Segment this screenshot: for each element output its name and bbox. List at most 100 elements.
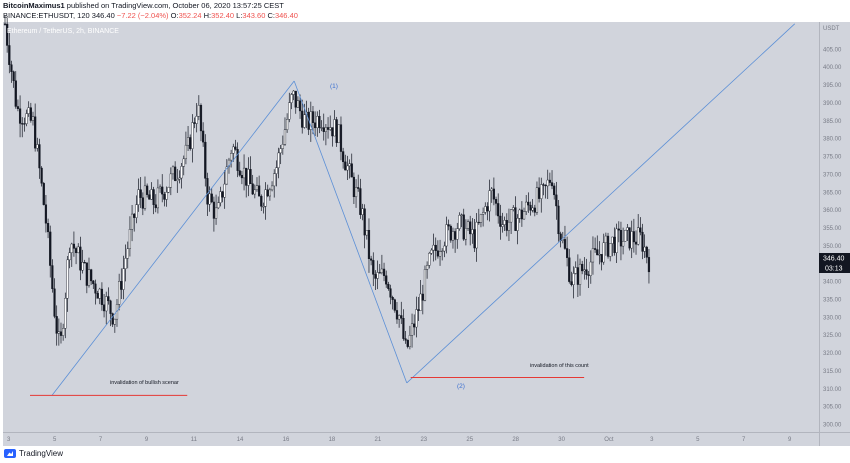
candle-body [387,284,390,289]
candle-body [49,231,52,266]
candle-body [406,340,409,347]
time-tick-label: 3 [650,437,654,443]
candle-body [31,116,35,121]
candle-body [622,241,625,247]
candle-body [645,246,648,258]
time-tick-label: 21 [375,437,382,443]
candle-body [572,273,575,285]
annotation-lines [30,23,796,396]
candle-body [154,204,157,209]
tradingview-logo[interactable]: TradingView [4,449,63,458]
candle-body [238,170,241,176]
published-text: published on TradingView.com, October 06… [66,1,284,10]
h-label: H: [203,11,212,20]
candle-body [298,100,302,112]
time-tick-label: 25 [466,437,473,443]
candle-body [337,124,340,143]
candle-body [507,221,511,231]
candle-body [217,202,220,209]
candle-body [385,275,388,285]
wave-2-line[interactable] [293,80,408,384]
candle-body [370,258,373,261]
candle-body [240,175,244,179]
candle-body [423,269,427,301]
time-tick-label: 14 [237,437,244,443]
candle-body [316,116,319,129]
candle-body [301,110,304,128]
chart-title: Ethereum / TetherUS, 2h, BINANCE [7,28,119,35]
candle-body [449,225,452,241]
candle-body [357,187,360,189]
candle-body [441,250,444,253]
candle-body [232,146,235,154]
header-price: 346.40 [91,11,115,20]
candle-body [171,166,175,175]
time-tick-label: 23 [420,437,427,443]
candle-body [490,188,493,191]
symbol-line: BINANCE:ETHUSDT, 120 [3,11,90,20]
candle-body [527,201,530,206]
candle-body [434,244,437,251]
candle-body [234,146,237,150]
price-tick-label: 380.00 [823,137,842,143]
count-invalidation-label: invalidation of this count [530,363,589,369]
publish-header: BitcoinMaximus1 published on TradingView… [3,1,284,11]
candle-body [296,100,300,108]
candle-body [174,166,177,181]
candle-body [309,111,312,130]
candle-body [262,206,265,208]
price-tick-label: 385.00 [823,119,842,125]
time-tick-label: 30 [558,437,565,443]
candle-body [339,124,343,152]
candle-body [456,228,459,240]
candle-body [249,169,252,184]
candle-body [281,144,284,149]
candle-body [219,191,222,204]
candle-body [191,122,194,149]
candle-body [266,189,269,197]
time-tick-label: 5 [53,437,57,443]
candle-body [118,281,121,305]
price-tick-label: 320.00 [823,351,842,357]
candle-body [531,207,534,211]
candle-body [165,192,168,200]
candle-body [245,167,248,186]
candle-body [376,272,379,279]
candle-body [130,213,134,230]
trend-line[interactable] [406,23,796,384]
candle-body [74,248,78,254]
candle-body [186,137,190,146]
candle-body [469,221,472,235]
price-tick-label: 340.00 [823,280,842,286]
price-tick-label: 335.00 [823,297,842,303]
wave-1-line[interactable] [51,80,295,396]
last-price-marker: 346.40 03:13 [819,253,850,273]
candle-body [501,224,504,227]
candle-body [189,137,192,149]
candle-body [540,184,543,199]
candle-body [518,209,521,219]
candle-body [152,189,155,205]
candle-body [180,166,183,179]
author-name[interactable]: BitcoinMaximus1 [3,1,65,10]
candle-body [529,204,532,211]
candle-body [382,268,386,276]
candle-body [148,194,151,200]
candle-body [204,141,207,179]
time-tick-label: 3 [7,437,11,443]
candle-body [141,197,144,209]
c-value: 346.40 [274,11,298,20]
candle-body [400,315,403,319]
candle-body [613,236,616,253]
candle-body [161,186,164,195]
candle-body [109,300,112,314]
candle-body [81,262,84,271]
price-tick-label: 330.00 [823,315,842,321]
candle-body [18,108,22,124]
candle-body [374,274,377,279]
candle-body [533,207,536,213]
candle-body [477,221,480,224]
candle-body [68,252,71,261]
candle-body [270,185,274,191]
price-chart[interactable]: 300.00 305.00 310.00 315.00 320.00 325.00 330.… [0,0,850,446]
